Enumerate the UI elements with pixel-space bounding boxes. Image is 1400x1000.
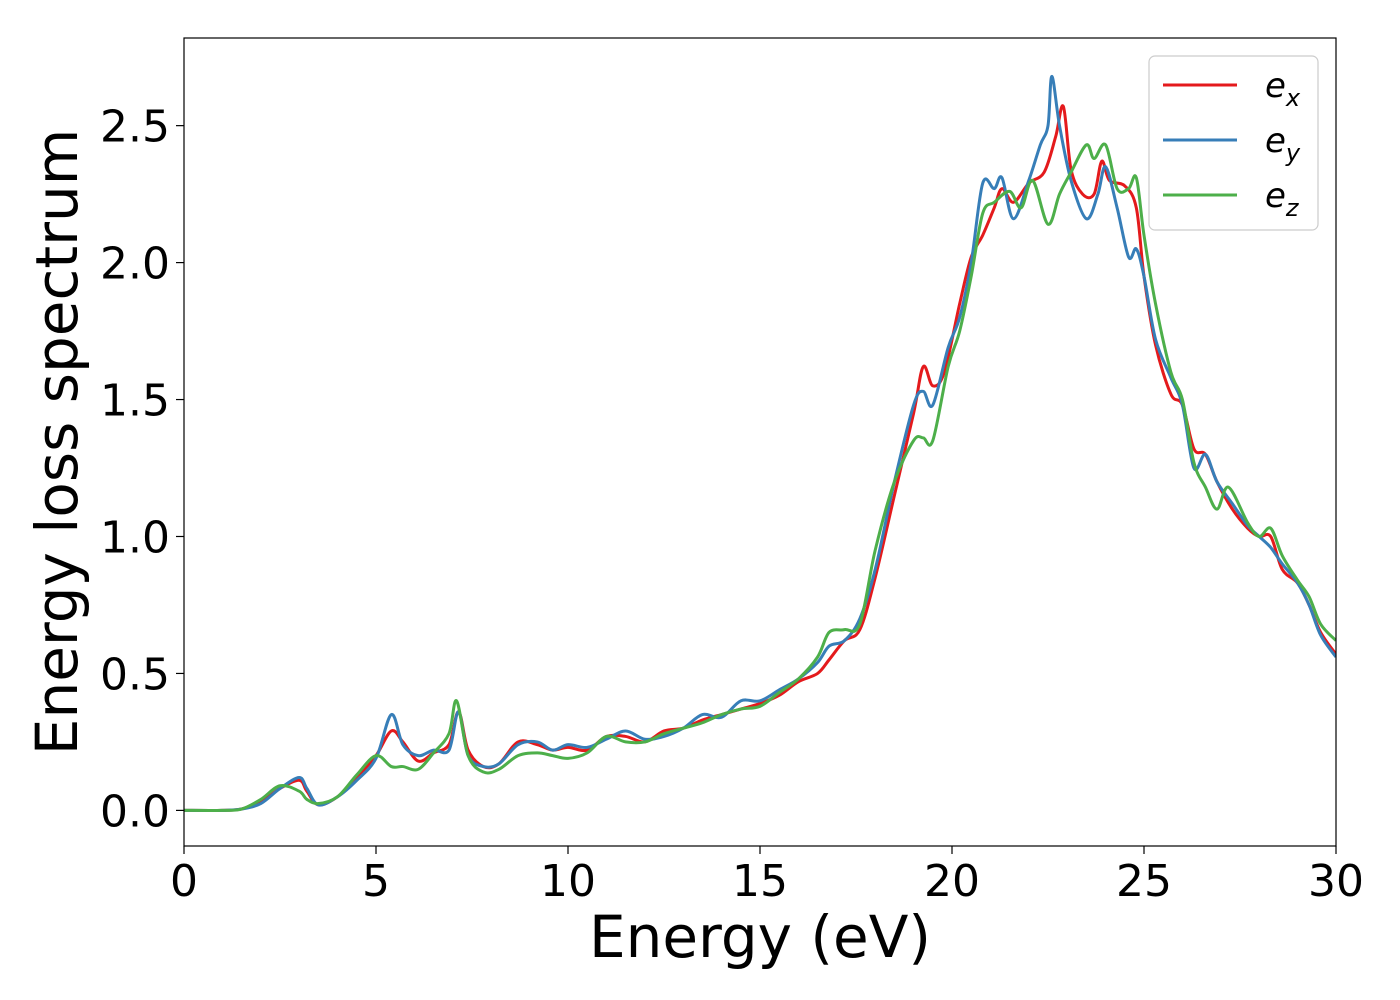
x-tick-label: 15 bbox=[732, 856, 788, 907]
y-tick-label: 0.5 bbox=[100, 649, 170, 700]
plot-background bbox=[184, 38, 1336, 846]
series-layer bbox=[184, 74, 1336, 812]
x-tick-label: 0 bbox=[170, 856, 198, 907]
series-line-ex bbox=[184, 104, 1336, 812]
y-axis: 0.0 0.5 1.0 1.5 2.0 2.5 bbox=[100, 102, 184, 837]
x-axis: 0 5 10 15 20 25 30 bbox=[170, 846, 1364, 907]
y-tick-label: 1.0 bbox=[100, 512, 170, 563]
x-tick-label: 20 bbox=[924, 856, 980, 907]
series-line-ey bbox=[184, 74, 1336, 812]
y-axis-title: Energy loss spectrum bbox=[23, 129, 91, 755]
y-tick-label: 2.0 bbox=[100, 239, 170, 290]
x-tick-label: 30 bbox=[1308, 856, 1364, 907]
y-tick-label: 1.5 bbox=[100, 376, 170, 427]
x-axis-title: Energy (eV) bbox=[589, 903, 931, 971]
y-tick-label: 0.0 bbox=[100, 786, 170, 837]
x-tick-label: 25 bbox=[1116, 856, 1172, 907]
x-tick-label: 5 bbox=[362, 856, 390, 907]
y-tick-label: 2.5 bbox=[100, 102, 170, 153]
x-tick-label: 10 bbox=[540, 856, 596, 907]
series-line-ez bbox=[184, 142, 1336, 812]
legend-box bbox=[1148, 55, 1319, 231]
